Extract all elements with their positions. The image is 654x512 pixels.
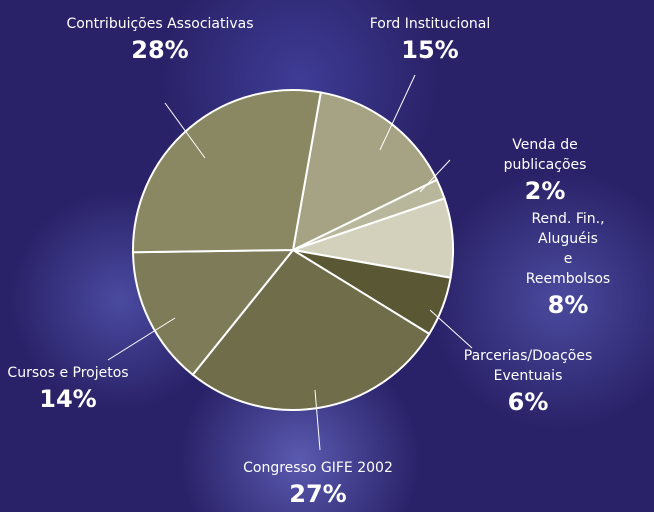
slice bbox=[132, 248, 296, 377]
value-label: 28% bbox=[131, 36, 189, 64]
slice-label: Contribuições Associativas 28% bbox=[66, 14, 253, 66]
value-label: 2% bbox=[524, 177, 566, 205]
category-label: Contribuições Associativas bbox=[66, 16, 254, 32]
category-label: Ford Institucional bbox=[369, 16, 491, 32]
leader-line bbox=[314, 389, 321, 451]
slice-label: Cursos e Projetos 14% bbox=[7, 363, 128, 415]
leader-line bbox=[379, 74, 416, 151]
slice-label: Congresso GIFE 2002 27% bbox=[243, 458, 393, 510]
slice-label: Parcerias/Doações Eventuais 6% bbox=[464, 346, 592, 418]
value-label: 14% bbox=[39, 385, 97, 413]
slice-label: Rend. Fin., Aluguéis e Reembolsos 8% bbox=[525, 209, 611, 321]
leader-line bbox=[419, 159, 451, 193]
slice-label: Venda de publicações 2% bbox=[491, 135, 600, 207]
leader-line bbox=[107, 317, 176, 361]
category-label: Congresso GIFE 2002 bbox=[243, 460, 393, 476]
category-label: Venda de publicações bbox=[503, 137, 587, 173]
value-label: 8% bbox=[547, 291, 589, 319]
slice bbox=[191, 248, 431, 411]
category-label: Parcerias/Doações Eventuais bbox=[463, 348, 593, 384]
leader-line bbox=[429, 309, 473, 349]
slice-label: Ford Institucional 15% bbox=[370, 14, 491, 66]
leader-line bbox=[164, 102, 206, 159]
category-label: Cursos e Projetos bbox=[7, 365, 129, 381]
slice bbox=[132, 89, 322, 254]
value-label: 27% bbox=[289, 480, 347, 508]
category-label: Rend. Fin., Aluguéis e Reembolsos bbox=[525, 211, 611, 287]
value-label: 6% bbox=[507, 388, 549, 416]
value-label: 15% bbox=[401, 36, 459, 64]
slice bbox=[291, 91, 439, 252]
